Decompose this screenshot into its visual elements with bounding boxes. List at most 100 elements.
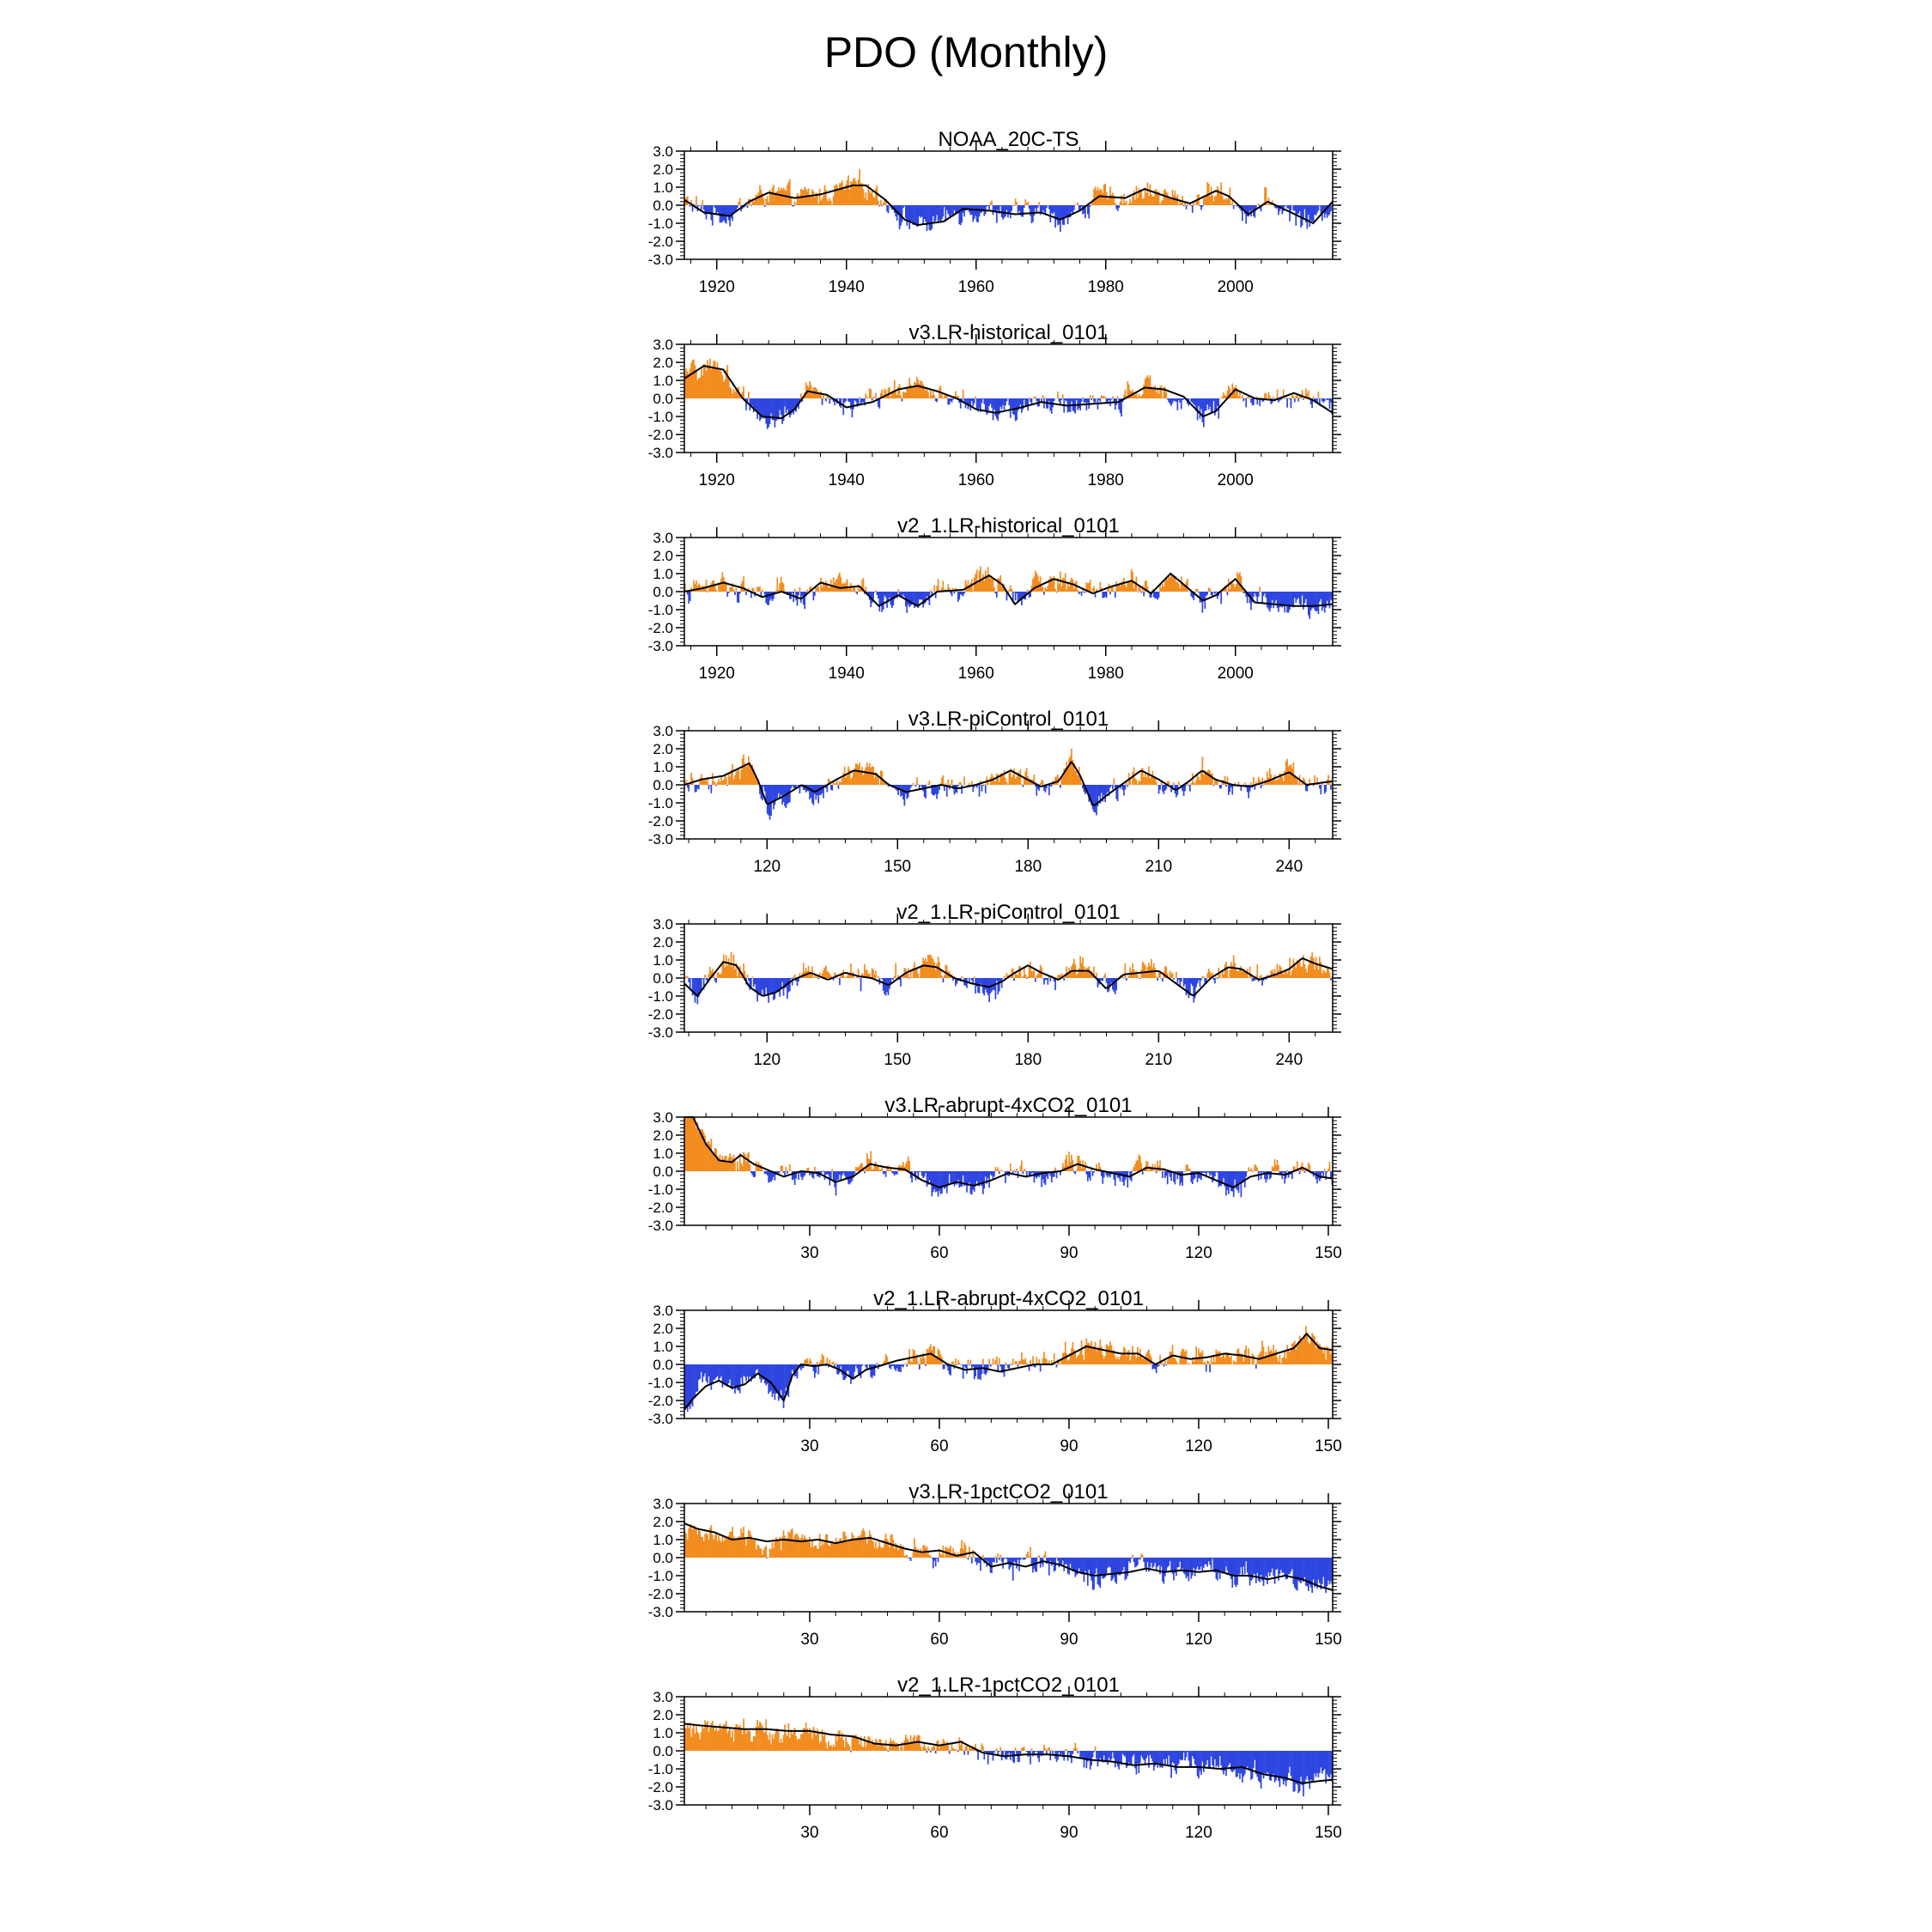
data-bar — [980, 566, 981, 592]
data-bar — [902, 1546, 904, 1558]
data-bar — [922, 592, 925, 608]
data-bar — [1190, 783, 1193, 785]
y-tick-label: 0.0 — [653, 584, 673, 600]
data-bar — [832, 782, 835, 785]
data-bar — [1050, 1360, 1053, 1364]
data-bar — [807, 965, 810, 978]
data-bar — [857, 969, 860, 978]
data-bar — [1291, 204, 1293, 205]
data-bar — [876, 1166, 878, 1171]
data-bar — [972, 1171, 975, 1190]
data-bar — [1262, 978, 1265, 981]
data-bar — [1143, 1358, 1145, 1364]
data-bar — [1177, 583, 1180, 592]
data-bar — [1317, 969, 1320, 978]
data-bar — [1279, 1355, 1281, 1364]
data-bar — [1069, 756, 1072, 785]
data-bar — [727, 377, 730, 398]
data-bar — [1314, 205, 1315, 215]
data-bar — [1064, 205, 1066, 216]
data-bar — [702, 1540, 705, 1558]
data-bar — [685, 368, 688, 398]
data-bar — [1098, 1162, 1100, 1171]
data-bars — [684, 1117, 1334, 1198]
data-bar — [1311, 952, 1314, 978]
data-bar — [775, 785, 777, 800]
data-bar — [908, 978, 911, 979]
data-bar — [884, 1534, 887, 1558]
data-bar — [1151, 386, 1152, 398]
data-bar — [1320, 1346, 1322, 1364]
data-bar — [1292, 1342, 1295, 1364]
x-tick-label: 2000 — [1218, 665, 1254, 683]
data-bar — [825, 189, 827, 205]
data-bar — [760, 1548, 762, 1558]
data-bar — [756, 194, 758, 205]
data-bar — [693, 580, 695, 592]
data-bar — [959, 782, 962, 785]
data-bar — [1316, 398, 1318, 404]
data-bar — [1151, 1167, 1152, 1171]
data-bar — [1286, 205, 1288, 209]
data-bar — [1028, 592, 1030, 598]
data-bar — [988, 575, 990, 592]
y-tick-label: -1.0 — [648, 409, 673, 425]
data-bar — [864, 197, 866, 205]
data-bar — [1089, 580, 1091, 592]
data-bar — [999, 978, 1002, 983]
data-bar — [1169, 577, 1171, 592]
data-bar — [1228, 386, 1230, 398]
data-bar — [917, 973, 920, 978]
data-bar — [1103, 185, 1105, 205]
data-bar — [1268, 1171, 1271, 1180]
data-bar — [1300, 785, 1302, 786]
data-bar — [1116, 785, 1119, 802]
data-bar — [1046, 205, 1048, 209]
data-bar — [1303, 1337, 1304, 1364]
data-bar — [1096, 1351, 1097, 1364]
x-tick-label: 150 — [884, 1051, 911, 1069]
data-bar — [1042, 587, 1044, 592]
data-bar — [1066, 589, 1067, 592]
data-bar — [1139, 189, 1141, 205]
data-bar — [893, 1171, 896, 1176]
data-bar — [906, 1160, 908, 1171]
y-tick-label: 0.0 — [653, 391, 673, 407]
data-bar — [1049, 398, 1052, 411]
data-bar — [1140, 191, 1143, 205]
data-bar — [1023, 592, 1025, 599]
data-bar — [751, 764, 754, 785]
data-bar — [791, 205, 793, 207]
data-bar — [1321, 1171, 1323, 1173]
data-bar — [1267, 771, 1268, 785]
data-bar — [873, 1364, 876, 1376]
data-bar — [744, 205, 746, 208]
data-bar — [744, 1539, 746, 1558]
data-bar — [1235, 205, 1237, 206]
data-bar — [1251, 205, 1254, 210]
data-bar — [1275, 205, 1277, 209]
y-axis: 3.02.01.00.0-1.0-2.0-3.0 — [648, 1109, 1341, 1234]
data-bar — [1215, 976, 1218, 978]
data-bar — [1201, 205, 1204, 207]
data-bar — [999, 205, 1002, 206]
data-bar — [1017, 1558, 1019, 1560]
data-bar — [725, 369, 727, 398]
data-bar — [785, 398, 787, 413]
smoothed-line — [683, 957, 1334, 998]
data-bar — [1105, 1344, 1108, 1364]
data-bar — [812, 1171, 815, 1179]
data-bar — [719, 1154, 721, 1171]
data-bar — [848, 398, 851, 403]
data-bar — [1060, 205, 1061, 233]
data-bar — [831, 585, 834, 592]
data-bar — [884, 592, 887, 598]
data-bar — [798, 592, 799, 596]
data-bar — [893, 1548, 896, 1558]
data-bar — [926, 386, 928, 398]
x-tick-label: 180 — [1014, 1051, 1042, 1069]
data-bar — [1139, 1156, 1141, 1171]
data-bar — [780, 1364, 782, 1390]
data-bar — [1249, 205, 1251, 211]
data-bar — [884, 1171, 887, 1177]
